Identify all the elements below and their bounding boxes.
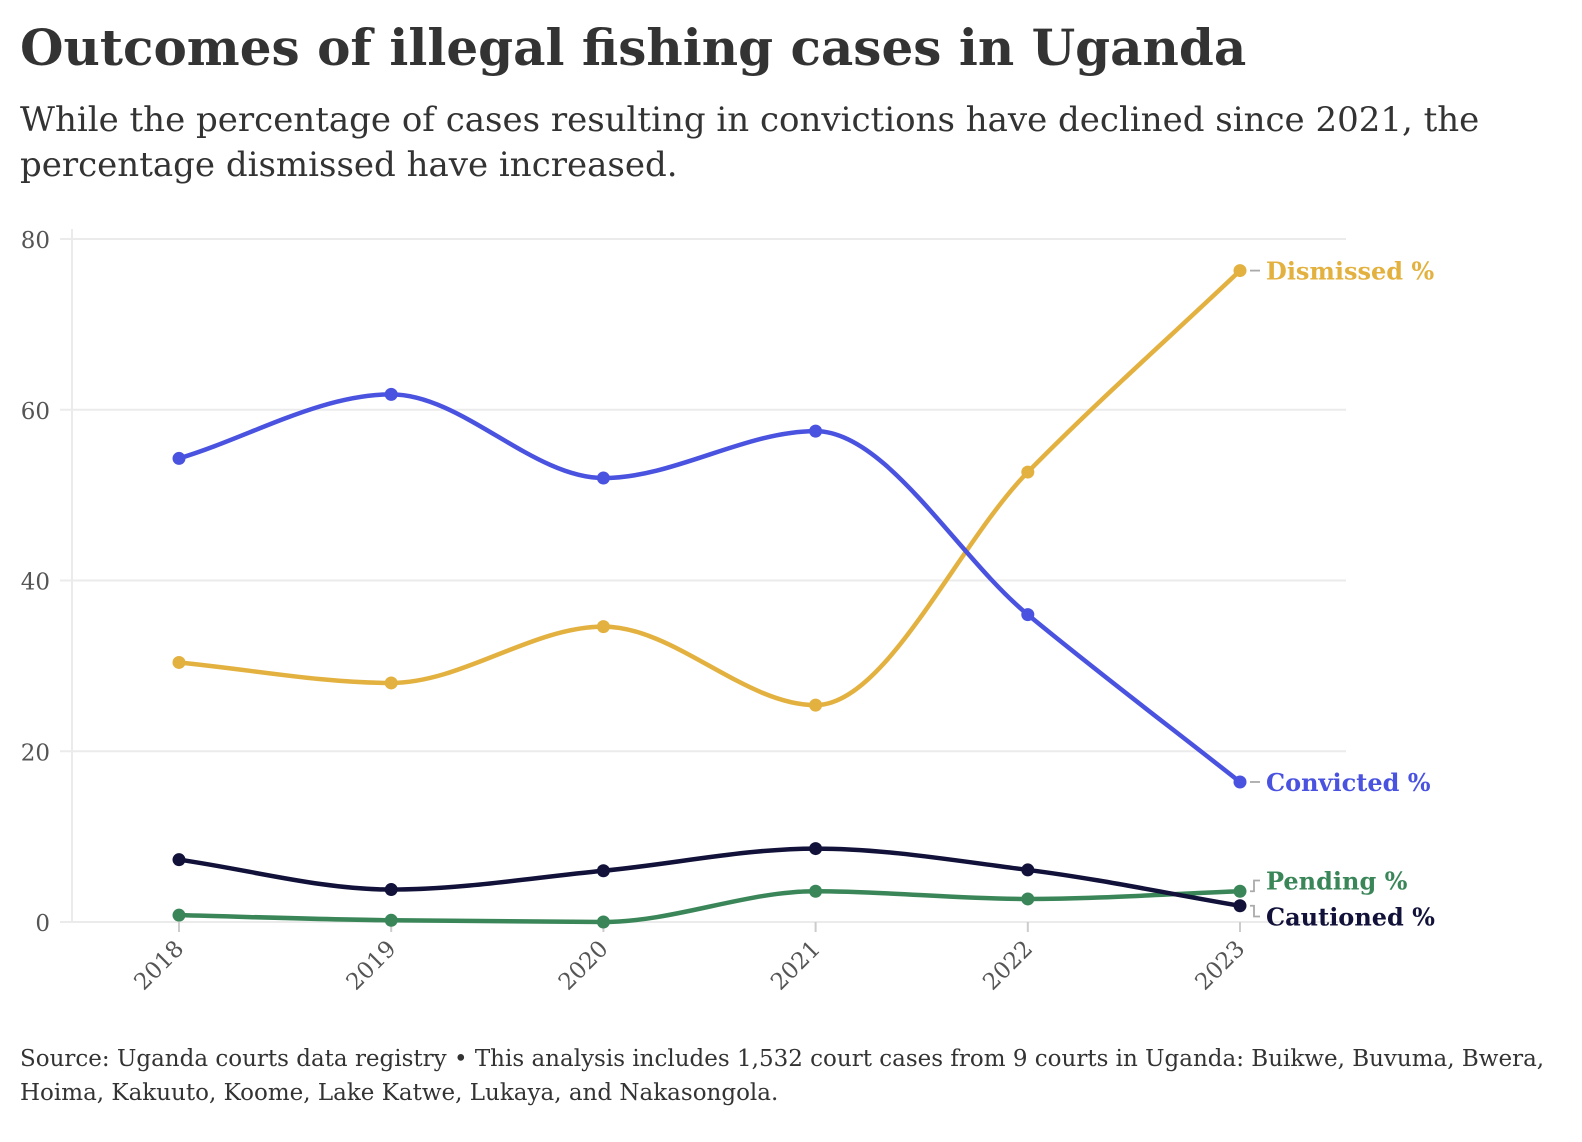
label-convicted: Convicted %	[1266, 768, 1431, 797]
x-tick-label: 2018	[129, 936, 189, 996]
point-cautioned	[172, 853, 186, 867]
y-tick-label: 20	[21, 740, 50, 766]
y-tick-label: 0	[35, 911, 50, 937]
point-pending	[172, 908, 186, 922]
series-points	[172, 264, 1247, 929]
point-convicted	[384, 387, 398, 401]
leader-cautioned	[1250, 904, 1260, 918]
point-cautioned	[1021, 863, 1035, 877]
source-note: Source: Uganda courts data registry • Th…	[20, 1046, 1545, 1106]
line-pending	[176, 889, 1243, 925]
label-pending: Pending %	[1266, 867, 1408, 896]
point-pending	[384, 913, 398, 927]
x-tick-label: 2022	[978, 936, 1038, 996]
x-tick-label: 2021	[766, 936, 826, 996]
point-cautioned	[1233, 899, 1247, 913]
point-pending	[1233, 884, 1247, 898]
y-tick-label: 40	[21, 570, 50, 596]
leader-pending	[1250, 879, 1260, 893]
x-tick-label: 2020	[554, 936, 614, 996]
point-pending	[1021, 892, 1035, 906]
point-cautioned	[809, 842, 823, 856]
point-pending	[809, 884, 823, 898]
y-tick-label: 80	[21, 228, 50, 254]
point-dismissed	[596, 620, 610, 634]
point-convicted	[1233, 775, 1247, 789]
x-tick-label: 2019	[342, 936, 402, 996]
label-dismissed: Dismissed %	[1266, 257, 1434, 286]
series-labels: Dismissed % Convicted % Pending % Cautioned…	[1250, 257, 1435, 932]
line-chart: 0 20 40 60 80 2018 2019 2020 2021 2022 2023 Dismi…	[21, 228, 1435, 996]
point-convicted	[596, 471, 610, 485]
y-axis: 0 20 40 60 80	[21, 228, 50, 937]
point-dismissed	[384, 676, 398, 690]
gridlines	[60, 229, 1346, 923]
y-tick-label: 60	[21, 399, 50, 425]
point-dismissed	[809, 698, 823, 712]
line-dismissed	[176, 268, 1243, 708]
chart-title: Outcomes of illegal fishing cases in Uga…	[20, 18, 1247, 77]
point-convicted	[1021, 608, 1035, 622]
point-cautioned	[384, 883, 398, 897]
point-dismissed	[172, 655, 186, 669]
chart-subtitle: While the percentage of cases resulting …	[20, 100, 1480, 185]
point-convicted	[809, 424, 823, 438]
point-cautioned	[596, 864, 610, 878]
x-axis: 2018 2019 2020 2021 2022 2023	[129, 922, 1250, 996]
point-dismissed	[1021, 465, 1035, 479]
series-lines	[176, 268, 1243, 925]
line-convicted	[176, 392, 1243, 785]
x-tick-label: 2023	[1190, 936, 1250, 996]
point-pending	[596, 915, 610, 929]
point-convicted	[172, 451, 186, 465]
point-dismissed	[1233, 264, 1247, 278]
line-cautioned	[176, 846, 1243, 909]
label-cautioned: Cautioned %	[1266, 903, 1435, 932]
